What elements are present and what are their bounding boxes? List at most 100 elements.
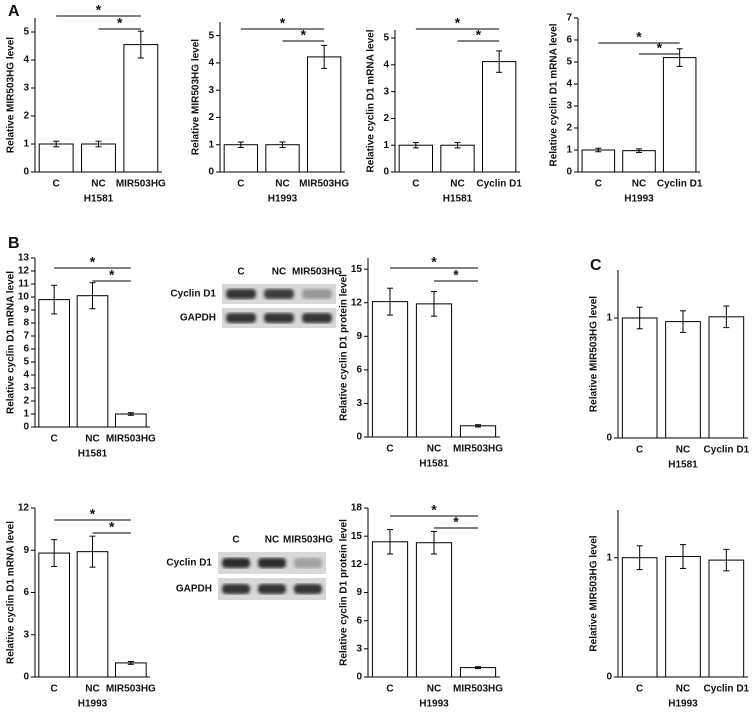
y-tick-label: 3 [356,398,362,409]
panel-label: B [8,235,20,252]
bar [123,44,159,173]
x-tick-label: NC [427,444,441,455]
significance-star: * [109,267,115,283]
significance-star: * [280,15,286,31]
x-axis-label: H1993 [668,699,698,710]
y-tick-label: 2 [383,113,389,124]
lane-label: C [237,267,244,278]
y-axis-label: Relative cyclin D1 mRNA level [549,23,560,166]
y-tick-label: 9 [23,545,29,556]
row-label: Cyclin D1 [166,558,212,569]
y-tick-label: 4 [383,59,389,70]
bar [115,662,147,678]
x-tick-label: NC [275,179,289,190]
blot-band [222,558,250,568]
y-tick-label: 4 [566,79,572,90]
bar [398,144,433,173]
bar [81,143,116,173]
y-tick-label: 9 [356,331,362,342]
x-tick-label: NC [450,179,464,190]
x-axis-label: H1581 [443,194,473,205]
x-tick-label: NC [632,179,646,190]
x-tick-label: NC [676,445,690,456]
bar [265,144,300,173]
bar [76,295,109,428]
blot-band [226,289,256,299]
x-tick-label: NC [427,684,441,695]
blot-band [302,289,332,299]
bar [38,552,70,678]
y-tick-label: 4 [23,55,29,66]
blot-band [222,584,250,594]
y-tick-label: 7 [23,331,29,342]
y-axis-label: Relative MIR503HG level [589,296,600,412]
y-tick-label: 5 [23,357,29,368]
y-tick-label: 5 [383,33,389,44]
bar [76,551,109,678]
y-tick-label: 6 [566,35,572,46]
bar [38,299,70,428]
blot-band [294,584,322,594]
x-tick-label: Cyclin D1 [704,684,750,695]
y-tick-label: 4 [23,370,29,381]
y-tick-label: 3 [23,383,29,394]
bar [621,317,658,439]
x-tick-label: MIR503HG [106,434,156,445]
y-tick-label: 12 [18,266,30,277]
y-tick-label: 8 [23,318,29,329]
blot-band [264,313,294,323]
row-label: GAPDH [176,584,212,595]
y-tick-label: 3 [356,643,362,654]
significance-star: * [90,506,96,522]
bar [708,316,745,439]
lane-label: C [232,535,239,546]
blot-band [302,313,332,323]
y-axis-label: Relative cyclin D1 protein level [339,519,350,666]
y-tick-label: 3 [23,83,29,94]
bar [415,542,453,678]
significance-star: * [431,254,437,270]
y-tick-label: 0 [606,672,612,683]
bar [115,413,147,428]
x-axis-label: H1993 [624,194,654,205]
blot-band [264,289,294,299]
y-tick-label: 4 [208,58,214,69]
x-tick-label: C [595,179,602,190]
y-axis-label: Relative MIR503HG level [191,39,202,155]
x-tick-label: MIR503HG [453,684,503,695]
bar [581,149,616,173]
y-tick-label: 10 [18,292,30,303]
x-tick-label: MIR503HG [299,179,349,190]
y-tick-label: 2 [208,112,214,123]
y-tick-label: 12 [18,503,30,514]
row-label: GAPDH [180,313,216,324]
x-tick-label: NC [85,434,99,445]
x-tick-label: C [53,179,60,190]
bar [371,301,409,438]
bar [622,150,656,173]
y-tick-label: 12 [351,297,363,308]
significance-star: * [90,254,96,270]
bar [223,144,259,173]
panel-label: A [8,3,20,20]
lane-label: MIR503HG [283,535,333,546]
y-tick-label: 3 [23,629,29,640]
y-tick-label: 1 [23,409,29,420]
y-axis-label: Relative MIR503HG level [589,535,600,651]
lane-label: MIR503HG [292,267,342,278]
x-axis-label: H1581 [419,459,449,470]
significance-star: * [117,15,123,31]
y-tick-label: 1 [383,140,389,151]
significance-star: * [455,15,461,31]
bar [662,57,697,173]
x-axis-label: H1993 [419,699,449,710]
y-tick-label: 5 [208,30,214,41]
x-axis-label: H1581 [78,449,108,460]
y-tick-label: 1 [208,139,214,150]
x-tick-label: MIR503HG [106,684,156,695]
y-tick-label: 2 [566,123,572,134]
significance-star: * [636,29,642,45]
bar [665,556,701,678]
row-label: Cyclin D1 [170,289,216,300]
